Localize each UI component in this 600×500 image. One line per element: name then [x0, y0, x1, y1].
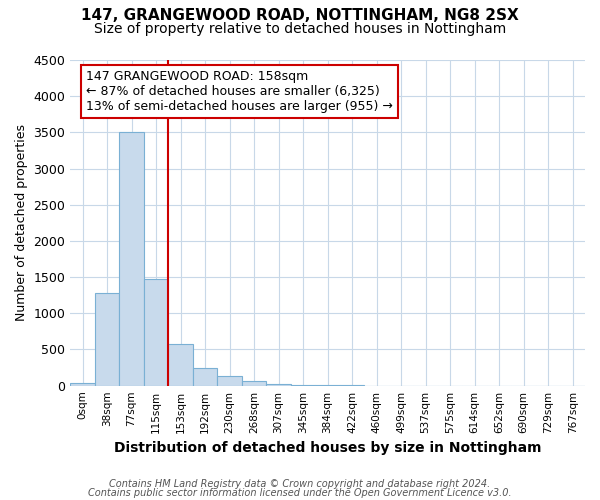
Bar [169, 344, 193, 386]
Bar [266, 384, 291, 386]
Text: 147, GRANGEWOOD ROAD, NOTTINGHAM, NG8 2SX: 147, GRANGEWOOD ROAD, NOTTINGHAM, NG8 2S… [81, 8, 519, 22]
X-axis label: Distribution of detached houses by size in Nottingham: Distribution of detached houses by size … [114, 441, 541, 455]
Bar [119, 132, 144, 386]
Bar [242, 380, 266, 386]
Text: Size of property relative to detached houses in Nottingham: Size of property relative to detached ho… [94, 22, 506, 36]
Bar [70, 383, 95, 386]
Text: 147 GRANGEWOOD ROAD: 158sqm
← 87% of detached houses are smaller (6,325)
13% of : 147 GRANGEWOOD ROAD: 158sqm ← 87% of det… [86, 70, 392, 113]
Text: Contains public sector information licensed under the Open Government Licence v3: Contains public sector information licen… [88, 488, 512, 498]
Bar [193, 368, 217, 386]
Bar [291, 385, 316, 386]
Text: Contains HM Land Registry data © Crown copyright and database right 2024.: Contains HM Land Registry data © Crown c… [109, 479, 491, 489]
Bar [217, 376, 242, 386]
Bar [144, 278, 169, 386]
Bar [95, 293, 119, 386]
Y-axis label: Number of detached properties: Number of detached properties [15, 124, 28, 322]
